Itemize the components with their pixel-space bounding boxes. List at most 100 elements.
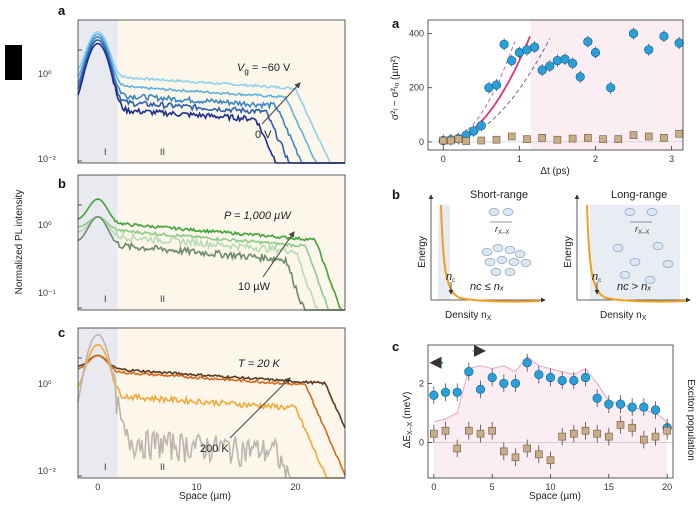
panel-right-c: c ΔEX–X (meV) Space (µm) Exciton populat… xyxy=(392,339,696,502)
data-point-blue xyxy=(650,405,661,415)
region-II-label: II xyxy=(160,147,165,157)
annotation-bottom: 10 µW xyxy=(238,281,271,293)
data-point-blue xyxy=(552,56,563,66)
panel-letter: c xyxy=(392,339,399,354)
data-point-tan xyxy=(675,129,683,138)
y-tick-label: 0 xyxy=(419,438,424,448)
left-xlabel: Space (µm) xyxy=(179,491,231,502)
x-tick-label: 0 xyxy=(431,482,436,492)
rxx-label: rX–X xyxy=(635,224,649,236)
data-point-blue xyxy=(606,83,616,93)
density-label: Density nX xyxy=(445,310,492,322)
x-tick-label: 20 xyxy=(291,482,301,492)
data-point-blue xyxy=(452,387,462,397)
series-curve-0 xyxy=(77,354,346,429)
data-point-tan xyxy=(535,450,543,459)
nc-shading xyxy=(590,205,680,300)
y-tick-label: 200 xyxy=(409,83,424,93)
region-I-label: I xyxy=(104,462,107,472)
energy-label: Energy xyxy=(417,236,428,268)
exciton-glyph xyxy=(624,208,636,216)
exciton-glyph xyxy=(629,258,641,266)
shaded-region xyxy=(530,20,683,150)
data-point-blue xyxy=(476,121,486,131)
data-point-blue xyxy=(590,47,601,58)
data-point-blue xyxy=(510,378,521,389)
data-point-blue xyxy=(644,45,654,55)
data-point-tan xyxy=(663,426,671,435)
data-point-blue xyxy=(583,37,593,47)
data-point-tan xyxy=(581,426,590,435)
data-point-blue xyxy=(475,384,486,394)
series-curve-0 xyxy=(77,30,345,164)
region-I-label: I xyxy=(104,147,107,157)
panel-letter: b xyxy=(58,176,66,191)
annotation-top: P = 1,000 µW xyxy=(224,210,292,222)
data-point-tan xyxy=(616,420,625,429)
series-curve-2 xyxy=(77,36,345,164)
x-tick-label: 1 xyxy=(517,154,522,164)
panel-letter: a xyxy=(58,3,66,18)
y-axis-label: ΔEX–X (meV) xyxy=(402,392,414,449)
data-point-blue xyxy=(464,367,474,377)
data-point-blue xyxy=(560,54,570,64)
exciton-glyph xyxy=(496,256,508,264)
annotation-bottom: 200 K xyxy=(200,443,229,455)
left-ylabel: Normalized PL intensity xyxy=(14,190,25,295)
data-point-tan xyxy=(447,136,455,145)
data-point-blue xyxy=(469,126,479,136)
data-point-tan xyxy=(651,432,660,441)
data-point-tan xyxy=(454,135,463,143)
energy-curve xyxy=(440,204,541,303)
data-point-blue xyxy=(499,39,509,49)
x-tick-label: 2 xyxy=(593,154,598,164)
data-point-tan xyxy=(492,135,501,144)
region-II-shading xyxy=(117,20,345,163)
data-point-tan xyxy=(599,135,607,143)
x-tick-label: 5 xyxy=(490,482,495,492)
data-point-tan xyxy=(614,135,623,143)
data-point-blue xyxy=(604,399,614,409)
data-point-tan xyxy=(523,444,531,453)
trend-arrow xyxy=(229,377,291,439)
series-curve-1 xyxy=(77,33,345,164)
x-tick-label: 15 xyxy=(604,482,614,492)
x-tick-label: 0 xyxy=(441,154,446,164)
data-point-tan xyxy=(500,447,508,456)
data-point-blue xyxy=(615,399,626,409)
curves xyxy=(77,198,345,311)
x-tick-label: 0 xyxy=(95,482,100,492)
data-point-blue xyxy=(522,45,532,55)
rxx-label: rX–X xyxy=(495,224,509,236)
trend-arrow xyxy=(262,231,295,278)
exciton-cluster xyxy=(481,208,532,276)
plot-frame xyxy=(77,19,346,164)
energy-curve xyxy=(586,204,687,303)
energy-label: Energy xyxy=(563,236,574,268)
data-point-tan xyxy=(538,134,546,142)
region-I-shading xyxy=(78,20,118,163)
exciton-glyph xyxy=(652,242,664,250)
data-point-tan xyxy=(488,426,496,435)
data-point-tan xyxy=(558,432,566,441)
data-point-blue xyxy=(484,83,494,93)
data-point-tan xyxy=(476,429,485,438)
exciton-glyph xyxy=(662,260,674,268)
annotation-top: T = 20 K xyxy=(238,358,281,370)
y-tick-label: 2 xyxy=(419,378,424,388)
nc-label: nc xyxy=(592,271,601,284)
data-point-tan xyxy=(439,136,448,145)
data-point-tan xyxy=(605,432,613,441)
data-point-tan xyxy=(568,134,577,143)
data-point-tan xyxy=(523,135,531,143)
panel-left-c: c 10⁰ 10⁻² I II T = 20 K 200 K xyxy=(38,325,346,479)
title-short-range: Short-range xyxy=(470,189,528,201)
nc-label: nc xyxy=(446,271,455,284)
schematic-long-range: Energy Density nX Long-range nc nᴄ > nₓ … xyxy=(563,189,691,322)
region-II-label: II xyxy=(160,462,165,472)
series-curve-1 xyxy=(77,216,345,311)
panel-left-b: b 10⁰ 10⁻¹ I II P = 1,000 µW 10 µW xyxy=(38,174,346,311)
series-curve-2 xyxy=(77,343,345,479)
series-curve-2 xyxy=(77,216,345,311)
data-point-tan xyxy=(629,131,638,139)
